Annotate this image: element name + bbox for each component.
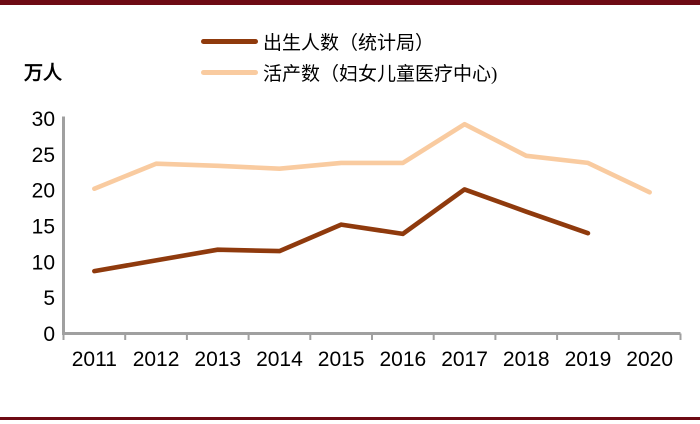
y-tick-label: 10 [32, 251, 55, 274]
legend-item-live-births: 活产数（妇女儿童医疗中心) [201, 57, 497, 88]
x-tick-label: 2020 [626, 348, 673, 371]
legend-label-births: 出生人数（统计局） [263, 33, 435, 54]
x-tick-label: 2018 [503, 348, 550, 371]
x-tick-label: 2014 [256, 348, 303, 371]
top-accent-bar [0, 0, 700, 5]
series-line-1 [92, 121, 652, 195]
legend-item-births: 出生人数（统计局） [201, 26, 497, 57]
x-tick-label: 2013 [194, 348, 241, 371]
y-tick-label: 15 [32, 216, 55, 239]
y-tick-label: 5 [43, 287, 55, 310]
legend: 出生人数（统计局） 活产数（妇女儿童医疗中心) [201, 26, 497, 88]
x-tick-label: 2016 [379, 348, 426, 371]
y-tick-label: 20 [32, 180, 55, 203]
x-tick-label: 2012 [133, 348, 180, 371]
y-tick-label: 30 [32, 108, 55, 131]
y-tick-label: 25 [32, 144, 55, 167]
axes [62, 116, 682, 340]
x-tick-label: 2019 [565, 348, 612, 371]
legend-swatch-births [201, 38, 258, 45]
x-tick-label: 2015 [318, 348, 365, 371]
x-axis-tick-labels: 2011 2012 2013 2014 2015 2016 2017 2018 2019 2020 [72, 348, 673, 371]
legend-label-live-births: 活产数（妇女儿童医疗中心) [263, 64, 498, 85]
series-line-0 [92, 187, 591, 274]
x-tick-label: 2017 [441, 348, 488, 371]
y-axis-tick-labels: 0 5 10 15 20 25 30 [32, 108, 55, 346]
y-tick-label: 0 [43, 323, 55, 346]
y-axis-unit-label: 万人 [24, 63, 63, 84]
bottom-accent-bar [0, 417, 700, 420]
legend-swatch-live-births [201, 69, 258, 76]
x-tick-label: 2011 [72, 348, 117, 371]
